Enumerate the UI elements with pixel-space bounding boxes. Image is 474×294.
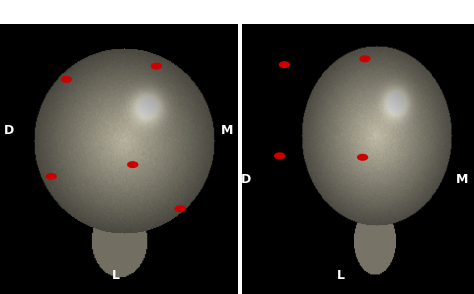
- Circle shape: [61, 76, 72, 83]
- Text: B: B: [152, 4, 161, 17]
- Text: L: L: [337, 269, 345, 282]
- Text: L: L: [112, 269, 120, 282]
- Circle shape: [151, 63, 162, 70]
- Circle shape: [357, 154, 368, 161]
- Circle shape: [174, 205, 186, 212]
- Circle shape: [274, 152, 285, 159]
- Text: M: M: [220, 124, 233, 137]
- Text: M: M: [456, 173, 468, 186]
- Circle shape: [359, 55, 371, 62]
- Text: B: B: [337, 4, 346, 17]
- Text: B: B: [246, 275, 257, 289]
- Text: D: D: [4, 124, 15, 137]
- Circle shape: [127, 161, 138, 168]
- Text: D: D: [241, 173, 252, 186]
- FancyBboxPatch shape: [242, 24, 474, 294]
- Text: A: A: [7, 275, 18, 289]
- Circle shape: [279, 61, 290, 68]
- FancyBboxPatch shape: [0, 24, 238, 294]
- Circle shape: [46, 173, 57, 180]
